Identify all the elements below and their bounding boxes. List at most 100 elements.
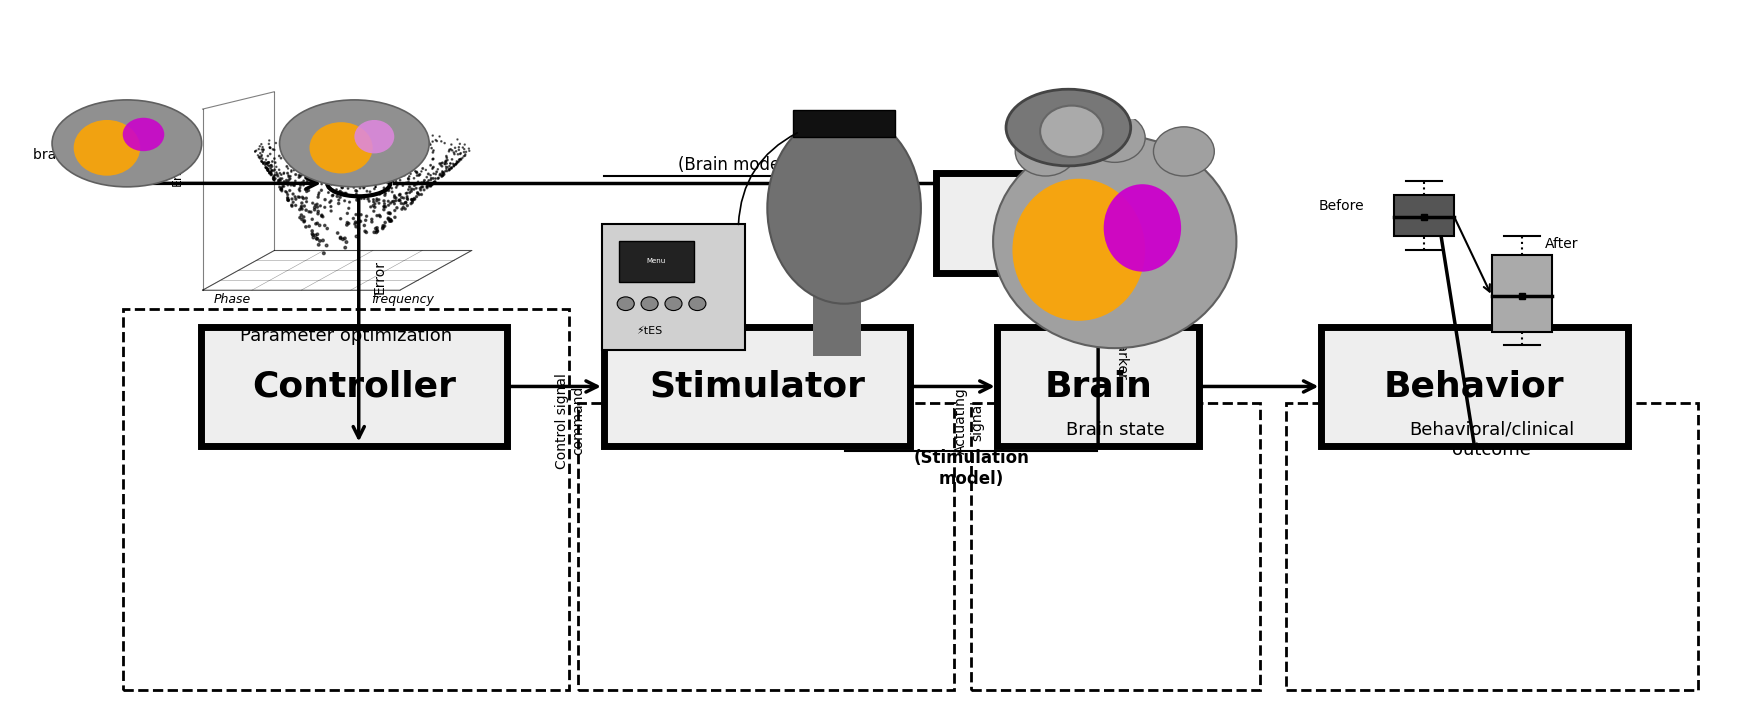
Point xyxy=(299,127,327,138)
Point xyxy=(268,152,296,164)
Point xyxy=(401,173,429,184)
Point xyxy=(418,130,446,142)
Point xyxy=(371,167,399,178)
Point xyxy=(326,186,354,197)
Point xyxy=(255,142,284,154)
Point xyxy=(294,175,322,187)
Point xyxy=(266,175,294,186)
FancyBboxPatch shape xyxy=(997,327,1199,446)
Point xyxy=(315,155,343,166)
Point xyxy=(296,221,324,232)
Point xyxy=(369,170,397,182)
Point xyxy=(268,183,296,195)
Point xyxy=(336,169,364,180)
Point xyxy=(322,172,350,183)
Point xyxy=(273,145,301,156)
Point xyxy=(343,188,371,200)
Point xyxy=(357,152,385,164)
Point xyxy=(350,183,378,194)
Point xyxy=(270,141,298,152)
Point xyxy=(273,194,301,206)
Point xyxy=(380,150,408,162)
Text: Sensors: Sensors xyxy=(994,209,1132,237)
Point xyxy=(352,211,380,222)
Point xyxy=(397,161,425,173)
Point xyxy=(369,195,397,206)
Point xyxy=(341,162,369,174)
Point xyxy=(390,149,418,160)
Point xyxy=(424,163,452,175)
Point xyxy=(320,168,348,179)
Point xyxy=(324,227,352,239)
Point xyxy=(292,193,320,204)
Point xyxy=(385,195,413,206)
Point xyxy=(282,169,310,180)
Point xyxy=(388,203,416,215)
Point xyxy=(430,168,458,179)
Point xyxy=(404,187,432,198)
Point xyxy=(250,157,278,168)
Point xyxy=(261,144,289,155)
Point xyxy=(254,164,282,175)
Point xyxy=(394,200,422,211)
Point xyxy=(355,171,383,183)
Point xyxy=(248,156,276,168)
Point xyxy=(439,160,467,172)
Point xyxy=(371,198,399,209)
Point xyxy=(359,216,387,228)
Point xyxy=(292,196,320,208)
Point xyxy=(334,172,362,183)
Point xyxy=(276,160,304,172)
Point xyxy=(341,185,369,196)
Point xyxy=(329,174,357,186)
Point xyxy=(276,148,304,160)
Point xyxy=(343,170,371,182)
Point xyxy=(242,145,270,157)
Point xyxy=(371,188,399,199)
Point xyxy=(262,137,290,149)
Point xyxy=(326,188,354,199)
Point xyxy=(392,178,420,189)
Point xyxy=(317,150,345,161)
Point xyxy=(245,152,273,163)
Point xyxy=(329,178,357,190)
Point xyxy=(287,171,315,183)
Point xyxy=(378,173,406,185)
Point xyxy=(255,167,284,178)
Point xyxy=(406,145,434,156)
Text: Biomarker: Biomarker xyxy=(1115,309,1129,381)
Point xyxy=(322,133,350,145)
Point xyxy=(402,178,430,190)
Point xyxy=(315,196,343,208)
Point xyxy=(374,196,402,207)
Point xyxy=(276,179,304,191)
Point xyxy=(366,211,394,222)
Point xyxy=(247,152,275,164)
Point xyxy=(290,132,318,143)
Point xyxy=(410,184,438,196)
Point xyxy=(289,214,317,225)
Bar xyxy=(793,110,896,137)
Point xyxy=(334,218,362,229)
Point xyxy=(254,164,282,175)
Point xyxy=(334,183,362,194)
Point xyxy=(341,171,369,183)
Point xyxy=(289,203,317,215)
Point xyxy=(276,139,304,150)
Point xyxy=(430,157,458,168)
Point xyxy=(329,147,357,158)
Point xyxy=(418,173,446,184)
Point xyxy=(380,196,408,207)
Point xyxy=(282,200,310,211)
Point xyxy=(450,147,478,158)
Point xyxy=(444,154,472,165)
Point xyxy=(248,157,276,169)
Point xyxy=(413,180,441,192)
Point xyxy=(382,195,410,206)
Point xyxy=(397,183,425,195)
Point xyxy=(399,195,427,206)
Point xyxy=(427,170,455,181)
Point xyxy=(374,207,402,219)
Point xyxy=(352,214,380,226)
Text: Brain: Brain xyxy=(1045,370,1152,403)
